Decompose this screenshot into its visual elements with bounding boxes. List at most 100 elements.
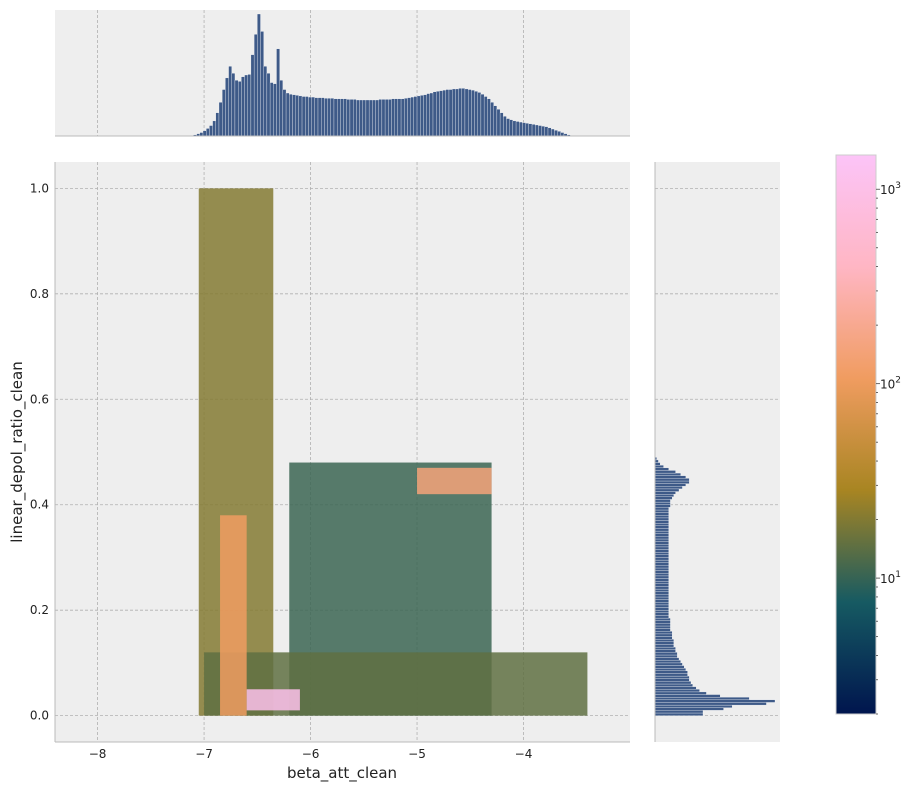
x-histogram-bar	[512, 120, 517, 137]
main-density-panel: −8 −7 −6 −5 −4 0.0 0.2 0.4 0.6 0.8 1.0 beta_att_c…	[8, 162, 630, 783]
x-histogram-bar	[266, 73, 271, 137]
x-histogram-bar	[279, 80, 284, 137]
y-histogram-bar	[654, 496, 673, 500]
x-histogram-bar	[423, 94, 427, 137]
x-histogram-bar	[448, 89, 453, 137]
x-histogram-bar	[225, 77, 229, 137]
y-tick-label: 0.0	[30, 709, 49, 723]
y-histogram-bar	[654, 607, 669, 611]
y-histogram-bar	[654, 612, 669, 616]
x-histogram-bar	[455, 88, 459, 137]
x-histogram-bar	[400, 98, 405, 137]
x-histogram-bar	[285, 92, 290, 137]
y-histogram-bar	[654, 668, 687, 671]
colorbar-tick-label: 103	[880, 181, 901, 197]
x-histogram-bar	[333, 98, 338, 137]
y-histogram-bar	[654, 573, 669, 577]
x-histogram-bar	[496, 109, 501, 137]
y-histogram-bar	[654, 517, 669, 521]
y-histogram-bar	[654, 591, 669, 595]
x-histogram-bar	[247, 74, 252, 137]
x-histogram-bar	[295, 95, 299, 137]
y-axis-ticks: 0.0 0.2 0.4 0.6 0.8 1.0	[30, 181, 49, 722]
y-histogram-bar	[654, 699, 776, 703]
y-histogram-bar	[654, 625, 671, 629]
x-histogram-bar	[515, 121, 520, 137]
x-histogram-bar	[349, 99, 354, 137]
x-tick-label: −4	[515, 747, 533, 761]
y-histogram-bar	[654, 646, 676, 650]
colorbar-bar	[835, 154, 877, 715]
y-histogram-bar	[654, 665, 685, 669]
y-histogram-bar	[654, 494, 675, 497]
y-histogram-bar	[654, 615, 669, 619]
x-histogram-bar	[483, 96, 488, 137]
y-histogram-bar	[654, 472, 681, 476]
y-histogram-bar	[654, 499, 671, 503]
x-histogram-bar	[506, 118, 510, 137]
x-histogram-bar	[352, 99, 357, 137]
y-histogram-bar	[654, 652, 678, 656]
x-histogram-bar	[490, 102, 494, 137]
y-histogram-bar	[654, 536, 669, 540]
x-histogram-bar	[426, 93, 430, 137]
y-histogram-bar	[654, 541, 669, 545]
y-histogram-bar	[654, 644, 675, 648]
x-histogram-bar	[474, 91, 478, 137]
y-histogram-bar	[654, 670, 688, 674]
x-histogram-bar	[551, 128, 555, 137]
y-histogram-bar	[654, 538, 669, 542]
x-histogram-bar	[528, 123, 533, 137]
x-histogram-bar	[461, 88, 466, 137]
x-histogram-bar	[535, 124, 539, 137]
y-histogram-bar	[654, 628, 671, 632]
x-histogram-bar	[269, 82, 274, 137]
y-tick-label: 1.0	[30, 181, 49, 195]
x-histogram-bar	[452, 88, 456, 137]
y-histogram-bar	[654, 465, 664, 468]
y-histogram-bar	[654, 470, 676, 474]
x-histogram-bar	[407, 97, 411, 137]
y-histogram-bar	[654, 712, 704, 716]
x-histogram-bar	[218, 102, 223, 137]
x-histogram-bar	[458, 88, 462, 137]
y-histogram-bar	[654, 512, 669, 516]
x-axis-ticks: −8 −7 −6 −5 −4	[89, 747, 533, 761]
x-histogram-bar	[445, 89, 450, 137]
y-histogram-bar	[654, 673, 688, 677]
y-histogram-bar	[654, 594, 669, 598]
y-tick-label: 0.8	[30, 287, 49, 301]
y-tick-label: 0.2	[30, 603, 49, 617]
x-histogram-bar	[372, 99, 376, 137]
y-histogram-bar	[654, 702, 767, 706]
x-histogram-bar	[321, 97, 325, 137]
x-histogram-bar	[234, 80, 239, 137]
y-histogram-bar	[654, 683, 693, 687]
y-histogram-bar	[654, 641, 675, 645]
y-histogram-bar	[654, 588, 669, 592]
x-histogram-bar	[311, 96, 315, 137]
y-histogram-bar	[654, 583, 669, 587]
y-histogram-bar	[654, 649, 676, 653]
x-histogram-bar	[442, 89, 446, 137]
x-histogram-bar	[244, 74, 248, 137]
x-histogram-bar	[547, 127, 552, 137]
y-histogram-bar	[654, 562, 669, 566]
x-histogram-bar	[314, 97, 319, 137]
x-histogram-bar	[276, 48, 280, 137]
y-histogram-bar	[654, 636, 673, 640]
y-histogram-bar	[654, 483, 687, 487]
x-histogram-bar	[346, 99, 351, 137]
y-histogram-bar	[654, 662, 683, 666]
y-histogram-bar	[654, 491, 676, 495]
x-histogram-bar	[301, 96, 306, 137]
x-histogram-bar	[241, 76, 245, 137]
x-histogram-bar	[292, 94, 296, 137]
y-histogram-bar	[654, 575, 669, 579]
y-histogram-bar	[654, 567, 669, 571]
x-tick-label: −8	[89, 747, 107, 761]
x-histogram-bar	[199, 132, 204, 137]
x-histogram-bar	[378, 99, 383, 137]
x-histogram-bar	[257, 13, 261, 137]
